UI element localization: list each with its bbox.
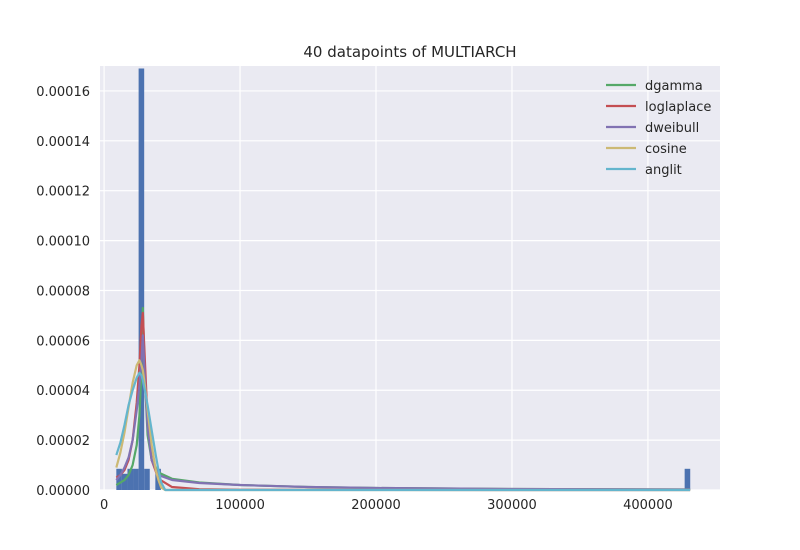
histogram-bar <box>684 468 691 490</box>
y-tick-label: 0.00004 <box>36 384 90 399</box>
legend-label: anglit <box>645 163 682 178</box>
legend-item-loglaplace: loglaplace <box>606 100 711 115</box>
x-tick-label: 0 <box>100 498 108 513</box>
y-tick-label: 0.00016 <box>36 85 90 100</box>
y-tick-label: 0.00010 <box>36 235 90 250</box>
chart-title: 40 datapoints of MULTIARCH <box>303 43 516 61</box>
legend-label: dweibull <box>645 121 699 136</box>
legend-label: loglaplace <box>645 100 711 115</box>
legend-label: cosine <box>645 142 687 157</box>
legend-label: dgamma <box>645 79 703 94</box>
histogram-bar <box>138 68 145 491</box>
y-tick-label: 0.00008 <box>36 284 90 299</box>
x-tick-label: 400000 <box>623 498 673 513</box>
histogram-bar <box>127 468 134 490</box>
series-lines <box>115 306 691 492</box>
x-axis: 0 100000 200000 300000 400000 <box>100 498 673 513</box>
histogram-bar <box>116 468 122 490</box>
histogram-bar <box>133 468 139 490</box>
y-tick-label: 0.00002 <box>36 434 90 449</box>
x-tick-label: 100000 <box>215 498 265 513</box>
plot-area <box>100 66 720 490</box>
legend: dgamma loglaplace dweibull cosine anglit <box>606 79 711 178</box>
series-line-anglit <box>115 371 691 492</box>
y-tick-label: 0.00014 <box>36 135 90 150</box>
legend-item-cosine: cosine <box>606 142 687 157</box>
x-tick-label: 300000 <box>487 498 537 513</box>
x-tick-label: 200000 <box>351 498 401 513</box>
legend-item-dweibull: dweibull <box>606 121 699 136</box>
y-tick-label: 0.00006 <box>36 334 90 349</box>
histogram-bar <box>144 468 150 490</box>
legend-item-dgamma: dgamma <box>606 79 703 94</box>
y-axis: 0.00000 0.00002 0.00004 0.00006 0.00008 0.000… <box>36 85 90 499</box>
histogram-bar <box>121 473 128 490</box>
legend-item-anglit: anglit <box>606 163 682 178</box>
y-tick-label: 0.00012 <box>36 185 90 200</box>
y-tick-label: 0.00000 <box>36 484 90 499</box>
